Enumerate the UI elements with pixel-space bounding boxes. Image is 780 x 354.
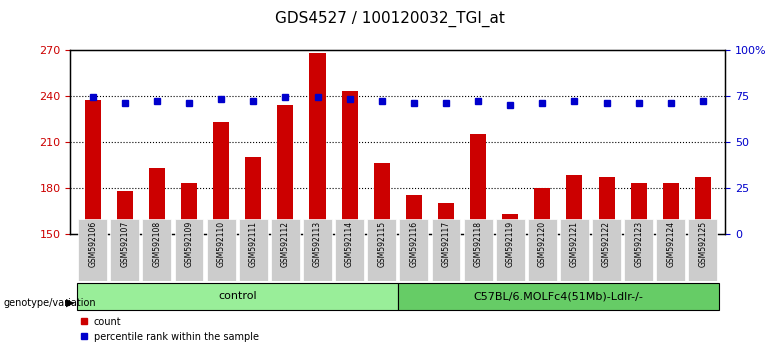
Bar: [181, 183, 197, 354]
Bar: [374, 163, 390, 354]
FancyBboxPatch shape: [271, 219, 300, 281]
FancyBboxPatch shape: [110, 219, 140, 281]
Bar: [438, 203, 454, 354]
FancyBboxPatch shape: [431, 219, 460, 281]
Text: GSM592118: GSM592118: [473, 221, 483, 267]
Bar: [566, 175, 583, 354]
Bar: [534, 188, 551, 354]
Bar: [342, 91, 358, 354]
Bar: [470, 134, 486, 354]
Text: GSM592125: GSM592125: [698, 221, 707, 267]
FancyBboxPatch shape: [624, 219, 653, 281]
FancyBboxPatch shape: [303, 219, 332, 281]
Bar: [406, 195, 422, 354]
Bar: [149, 168, 165, 354]
FancyBboxPatch shape: [335, 219, 364, 281]
Text: GSM592111: GSM592111: [249, 221, 257, 267]
FancyBboxPatch shape: [76, 283, 398, 310]
Bar: [278, 105, 293, 354]
FancyBboxPatch shape: [239, 219, 268, 281]
FancyBboxPatch shape: [399, 219, 428, 281]
Bar: [213, 122, 229, 354]
Text: GSM592121: GSM592121: [570, 221, 579, 267]
Bar: [310, 53, 325, 354]
Text: GSM592119: GSM592119: [505, 221, 515, 267]
FancyBboxPatch shape: [528, 219, 557, 281]
Bar: [117, 191, 133, 354]
FancyBboxPatch shape: [689, 219, 718, 281]
Text: GSM592114: GSM592114: [345, 221, 354, 267]
Text: genotype/variation: genotype/variation: [4, 298, 97, 308]
Bar: [502, 214, 518, 354]
FancyBboxPatch shape: [398, 283, 719, 310]
Text: GSM592112: GSM592112: [281, 221, 290, 267]
Text: GDS4527 / 100120032_TGI_at: GDS4527 / 100120032_TGI_at: [275, 11, 505, 27]
FancyBboxPatch shape: [592, 219, 621, 281]
Text: GSM592117: GSM592117: [441, 221, 451, 267]
Bar: [695, 177, 711, 354]
Text: GSM592113: GSM592113: [313, 221, 322, 267]
Text: GSM592120: GSM592120: [538, 221, 547, 267]
Text: ▶: ▶: [66, 298, 75, 308]
FancyBboxPatch shape: [367, 219, 396, 281]
FancyBboxPatch shape: [560, 219, 589, 281]
Text: GSM592115: GSM592115: [378, 221, 386, 267]
Text: GSM592116: GSM592116: [410, 221, 418, 267]
Bar: [245, 157, 261, 354]
FancyBboxPatch shape: [78, 219, 107, 281]
Text: GSM592108: GSM592108: [152, 221, 161, 267]
FancyBboxPatch shape: [175, 219, 204, 281]
Text: GSM592109: GSM592109: [185, 221, 193, 267]
Text: GSM592124: GSM592124: [666, 221, 675, 267]
FancyBboxPatch shape: [143, 219, 172, 281]
FancyBboxPatch shape: [207, 219, 236, 281]
Text: GSM592107: GSM592107: [120, 221, 129, 267]
Text: GSM592110: GSM592110: [217, 221, 225, 267]
Text: C57BL/6.MOLFc4(51Mb)-Ldlr-/-: C57BL/6.MOLFc4(51Mb)-Ldlr-/-: [473, 291, 644, 302]
FancyBboxPatch shape: [463, 219, 492, 281]
FancyBboxPatch shape: [656, 219, 686, 281]
FancyBboxPatch shape: [496, 219, 525, 281]
Text: GSM592122: GSM592122: [602, 221, 611, 267]
Bar: [631, 183, 647, 354]
Bar: [598, 177, 615, 354]
Bar: [85, 100, 101, 354]
Legend: count, percentile rank within the sample: count, percentile rank within the sample: [75, 313, 262, 346]
Text: GSM592106: GSM592106: [88, 221, 98, 267]
Bar: [663, 183, 679, 354]
Text: control: control: [218, 291, 257, 302]
Text: GSM592123: GSM592123: [634, 221, 644, 267]
